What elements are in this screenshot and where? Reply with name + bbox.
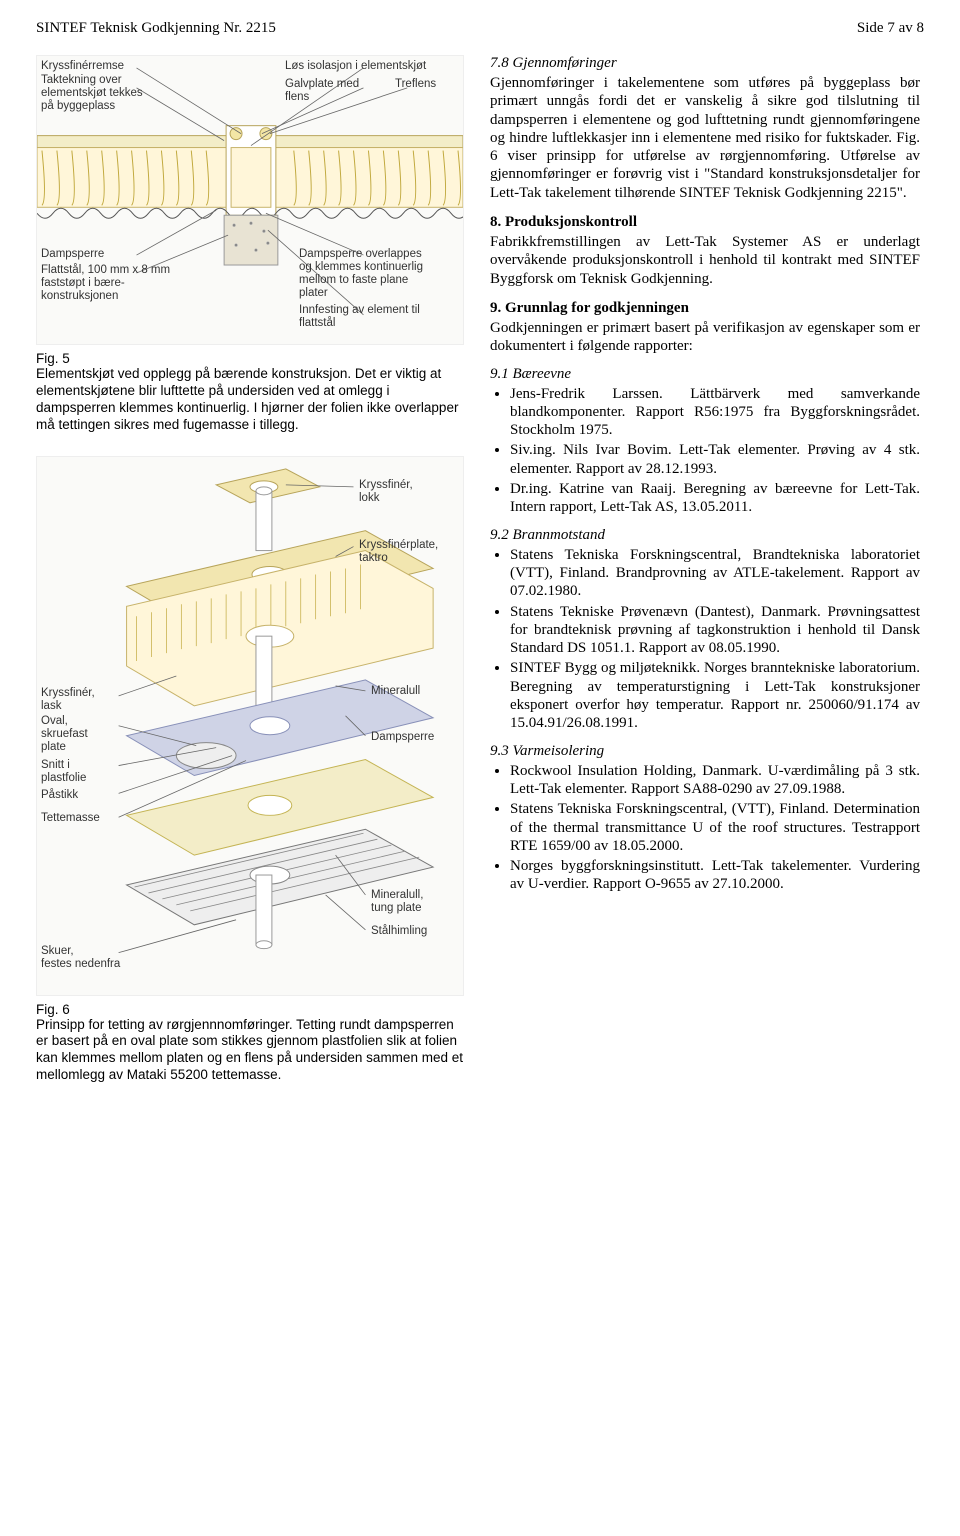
fig6-title: Fig. 6: [36, 1002, 464, 1017]
section-9-3-list: Rockwool Insulation Holding, Danmark. U-…: [490, 762, 920, 894]
section-9-2-title: 9.2 Brannmotstand: [490, 527, 920, 544]
section-9-1-title: 9.1 Bæreevne: [490, 366, 920, 383]
section-8-title: 8. Produksjonskontroll: [490, 214, 920, 231]
header-left: SINTEF Teknisk Godkjenning Nr. 2215: [36, 20, 276, 37]
fig5-label-r9: Innfesting av element til: [299, 304, 420, 316]
section-9-1-list: Jens-Fredrik Larssen. Lättbärverk med sa…: [490, 385, 920, 517]
fig5-label-l4: på byggeplass: [41, 100, 115, 112]
list-item: Dr.ing. Katrine van Raaij. Beregning av …: [510, 480, 920, 517]
fig6-label-l3: Snitt i: [41, 759, 70, 771]
section-9-3-title: 9.3 Varmeisolering: [490, 743, 920, 760]
fig5-label-r5: Dampsperre overlappes: [299, 248, 422, 260]
fig5-label-l6: Flattstål, 100 mm x 8 mm: [41, 264, 170, 276]
fig5-label-l7: faststøpt i bære-: [41, 277, 125, 289]
figure-5: Kryssfinérremse Taktekning over elements…: [36, 55, 464, 345]
fig6-label-r4: Dampsperre: [371, 731, 434, 743]
list-item: SINTEF Bygg og miljøteknikk. Norges bran…: [510, 659, 920, 732]
section-7-8-body: Gjennomføringer i takelementene som utfø…: [490, 74, 920, 202]
section-7-8-title: 7.8 Gjennomføringer: [490, 55, 920, 72]
fig6-label-l6: Skuer,: [41, 945, 74, 957]
fig5-label-r6: og klemmes kontinuerlig: [299, 261, 423, 273]
fig5-label-r3: flens: [285, 91, 309, 103]
fig5-label-l8: konstruksjonen: [41, 290, 118, 302]
section-9-body: Godkjenningen er primært basert på verif…: [490, 319, 920, 356]
list-item: Norges byggforskningsinstitutt. Lett-Tak…: [510, 857, 920, 894]
fig6-label-l2c: plate: [41, 741, 66, 753]
fig6-label-l2b: skruefast: [41, 728, 88, 740]
list-item: Statens Tekniska Forskningscentral, Bran…: [510, 546, 920, 601]
fig6-label-r2: Kryssfinérplate,: [359, 539, 438, 551]
fig5-label-r7: mellom to faste plane: [299, 274, 408, 286]
fig5-label-l5: Dampsperre: [41, 248, 104, 260]
fig6-label-l1b: lask: [41, 700, 61, 712]
section-8-body: Fabrikkfremstillingen av Lett-Tak System…: [490, 233, 920, 288]
fig5-label-r10: flattstål: [299, 317, 335, 329]
fig5-label-r8: plater: [299, 287, 328, 299]
list-item: Jens-Fredrik Larssen. Lättbärverk med sa…: [510, 385, 920, 440]
fig6-label-l4: Påstikk: [41, 789, 78, 801]
figure-6: Kryssfinér, lokk Kryssfinérplate, taktro…: [36, 456, 464, 996]
list-item: Statens Tekniska Forskningscentral, (VTT…: [510, 800, 920, 855]
fig6-label-l1: Kryssfinér,: [41, 687, 95, 699]
section-9-2-list: Statens Tekniska Forskningscentral, Bran…: [490, 546, 920, 733]
list-item: Siv.ing. Nils Ivar Bovim. Lett-Tak eleme…: [510, 441, 920, 478]
fig6-label-l6b: festes nedenfra: [41, 958, 120, 970]
section-9-title: 9. Grunnlag for godkjenningen: [490, 300, 920, 317]
header-right: Side 7 av 8: [857, 20, 924, 37]
fig6-caption: Prinsipp for tetting av rørgjennnomførin…: [36, 1017, 464, 1085]
fig5-label-l3: elementskjøt tekkes: [41, 87, 143, 99]
fig6-label-l3b: plastfolie: [41, 772, 86, 784]
fig6-label-l2: Oval,: [41, 715, 68, 727]
fig6-label-r1b: lokk: [359, 492, 379, 504]
list-item: Statens Tekniske Prøvenævn (Dantest), Da…: [510, 603, 920, 658]
fig5-label-l2: Taktekning over: [41, 74, 122, 86]
fig6-label-r5: Mineralull,: [371, 889, 423, 901]
list-item: Rockwool Insulation Holding, Danmark. U-…: [510, 762, 920, 799]
fig6-label-l5: Tettemasse: [41, 812, 100, 824]
fig6-label-r2b: taktro: [359, 552, 388, 564]
fig5-title: Fig. 5: [36, 351, 464, 366]
fig5-label-r2: Galvplate med: [285, 78, 359, 90]
fig6-label-r6: Stålhimling: [371, 925, 427, 937]
fig5-label-l1: Kryssfinérremse: [41, 60, 124, 72]
fig6-label-r5b: tung plate: [371, 902, 422, 914]
fig6-label-r1: Kryssfinér,: [359, 479, 413, 491]
fig5-label-r4: Treflens: [395, 78, 436, 90]
fig6-label-r3: Mineralull: [371, 685, 420, 697]
fig5-caption: Elementskjøt ved opplegg på bærende kons…: [36, 366, 464, 434]
fig5-label-r1: Løs isolasjon i elementskjøt: [285, 60, 426, 72]
